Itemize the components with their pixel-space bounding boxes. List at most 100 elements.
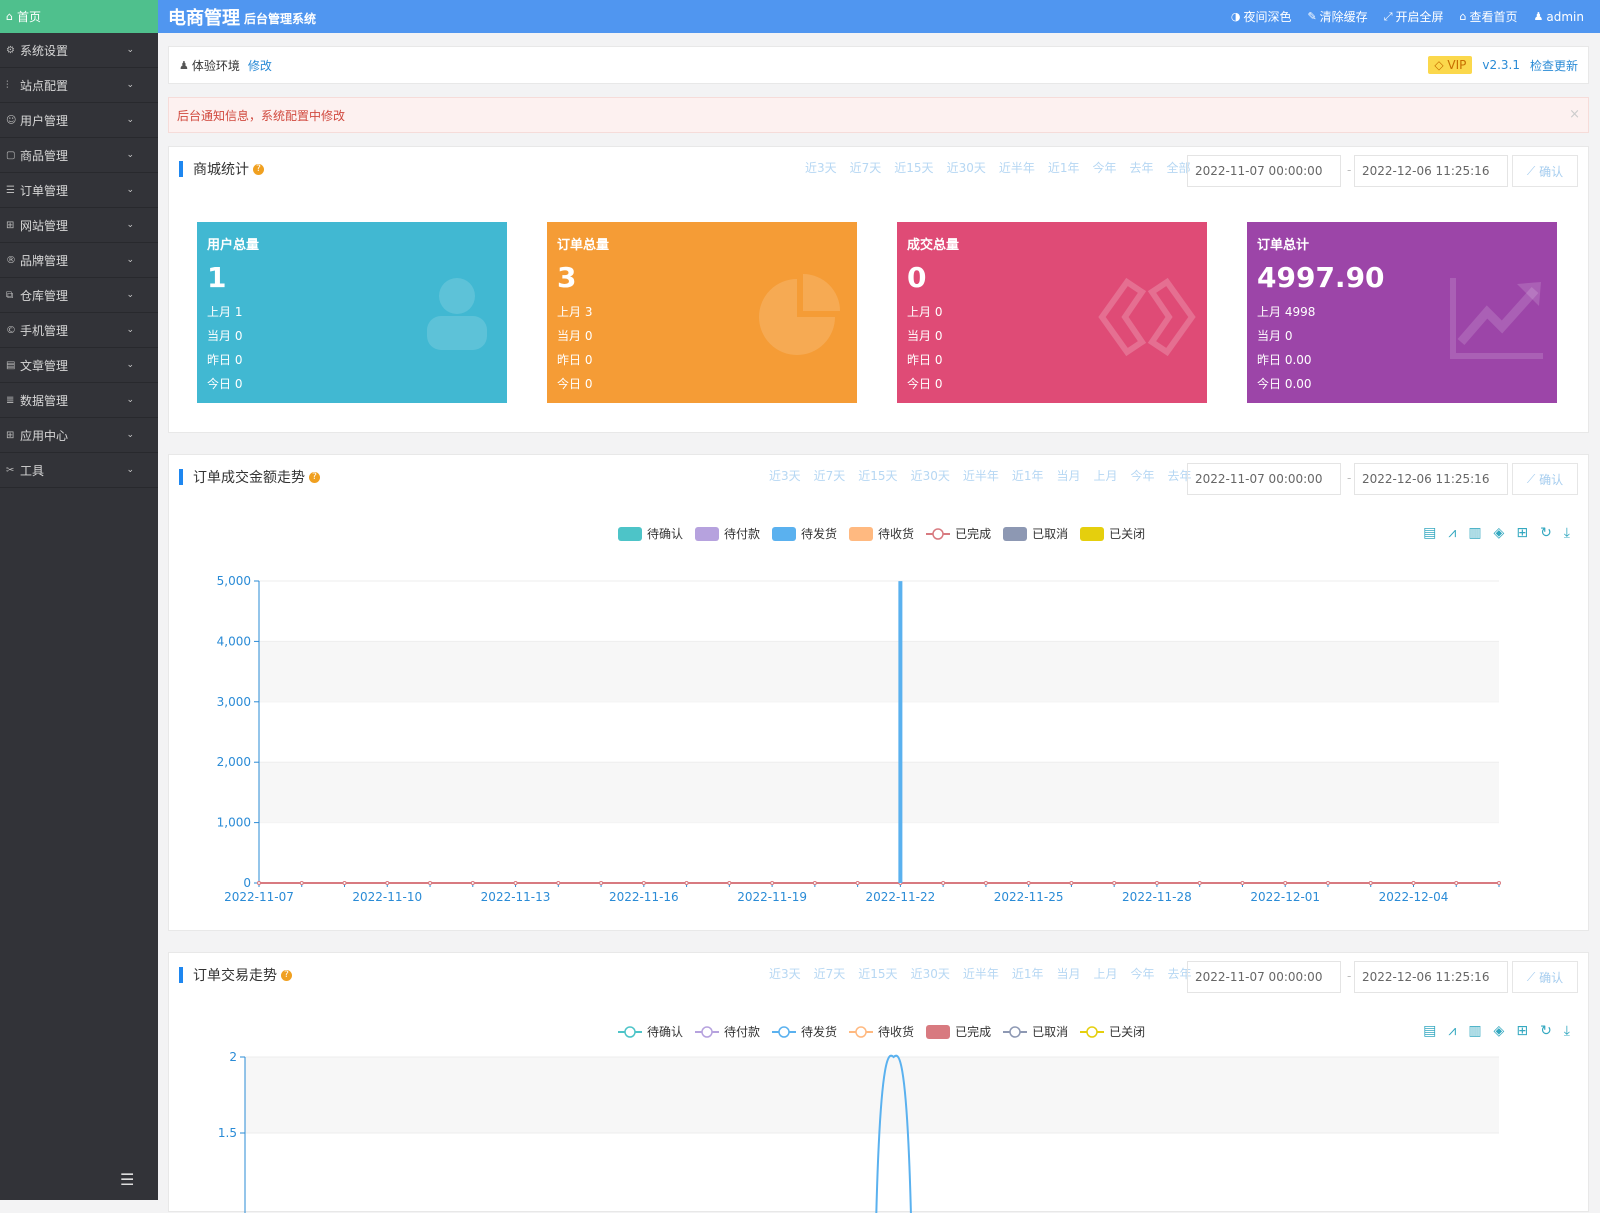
range-tab[interactable]: 近3天 bbox=[769, 469, 801, 483]
legend-item[interactable]: 待发货 bbox=[772, 525, 837, 542]
close-icon[interactable]: × bbox=[1569, 107, 1580, 122]
stack-icon[interactable]: ◈ bbox=[1493, 525, 1505, 541]
line-switch-icon[interactable]: ⩘ bbox=[1448, 1023, 1457, 1039]
start-date-input[interactable]: 2022-11-07 00:00:00 bbox=[1187, 961, 1341, 993]
sidebar-item-8[interactable]: © 手机管理 ⌄ bbox=[0, 313, 158, 348]
header-nav-item-4[interactable]: ♟ admin bbox=[1534, 10, 1584, 24]
range-tab[interactable]: 近3天 bbox=[805, 161, 837, 175]
tiled-icon[interactable]: ⊞ bbox=[1516, 525, 1529, 541]
legend-item[interactable]: 已关闭 bbox=[1080, 1023, 1145, 1040]
range-tab[interactable]: 近1年 bbox=[1047, 161, 1080, 175]
chart2-toolbox: ▤ ⩘ ▥ ◈ ⊞ ↻ ⤓ bbox=[1423, 1023, 1570, 1039]
range-tab[interactable]: 当月 bbox=[1056, 967, 1081, 981]
restore-icon[interactable]: ↻ bbox=[1540, 525, 1552, 541]
sidebar-item-6[interactable]: ® 品牌管理 ⌄ bbox=[0, 243, 158, 278]
range-tab[interactable]: 近15天 bbox=[858, 967, 898, 981]
range-tab[interactable]: 上月 bbox=[1093, 967, 1118, 981]
range-tab[interactable]: 去年 bbox=[1167, 967, 1192, 981]
sidebar-item-10[interactable]: ≣ 数据管理 ⌄ bbox=[0, 383, 158, 418]
sidebar-item-label: 订单管理 bbox=[20, 183, 69, 198]
data-view-icon[interactable]: ▤ bbox=[1423, 525, 1437, 541]
header-nav-item-2[interactable]: ⤢ 开启全屏 bbox=[1384, 8, 1444, 25]
range-tab[interactable]: 近30天 bbox=[910, 469, 950, 483]
version-link[interactable]: v2.3.1 bbox=[1482, 58, 1520, 72]
range-tab[interactable]: 近1年 bbox=[1011, 469, 1044, 483]
legend-item[interactable]: 已完成 bbox=[926, 525, 991, 542]
bar-switch-icon[interactable]: ▥ bbox=[1468, 525, 1482, 541]
range-tab[interactable]: 全部 bbox=[1166, 161, 1191, 175]
range-tab[interactable]: 近半年 bbox=[962, 967, 999, 981]
range-tab[interactable]: 近30天 bbox=[946, 161, 986, 175]
sidebar-item-7[interactable]: ⧉ 仓库管理 ⌄ bbox=[0, 278, 158, 313]
range-tab[interactable]: 去年 bbox=[1129, 161, 1154, 175]
sidebar-item-0[interactable]: ⚙ 系统设置 ⌄ bbox=[0, 33, 158, 68]
range-tab[interactable]: 近15天 bbox=[894, 161, 934, 175]
sidebar-item-3[interactable]: ▢ 商品管理 ⌄ bbox=[0, 138, 158, 173]
legend-item[interactable]: 待付款 bbox=[695, 525, 760, 542]
legend-item[interactable]: 已完成 bbox=[926, 1023, 991, 1040]
date-separator: - bbox=[1347, 163, 1352, 177]
restore-icon[interactable]: ↻ bbox=[1540, 1023, 1552, 1039]
legend-item[interactable]: 待确认 bbox=[618, 1023, 683, 1040]
legend-item[interactable]: 待付款 bbox=[695, 1023, 760, 1040]
sidebar-item-1[interactable]: ⫶ 站点配置 ⌄ bbox=[0, 68, 158, 103]
range-tab[interactable]: 近7天 bbox=[849, 161, 882, 175]
check-update-link[interactable]: 检查更新 bbox=[1529, 58, 1578, 73]
legend-item[interactable]: 待发货 bbox=[772, 1023, 837, 1040]
question-icon[interactable]: ? bbox=[309, 471, 320, 483]
legend-item[interactable]: 待收货 bbox=[849, 525, 914, 542]
end-date-input[interactable]: 2022-12-06 11:25:16 bbox=[1354, 961, 1508, 993]
range-tab[interactable]: 近半年 bbox=[998, 161, 1035, 175]
download-icon[interactable]: ⤓ bbox=[1563, 525, 1570, 541]
sidebar-item-5[interactable]: ⊞ 网站管理 ⌄ bbox=[0, 208, 158, 243]
legend-item[interactable]: 待收货 bbox=[849, 1023, 914, 1040]
start-date-input[interactable]: 2022-11-07 00:00:00 bbox=[1187, 463, 1341, 495]
question-icon[interactable]: ? bbox=[281, 969, 292, 981]
sidebar-item-4[interactable]: ☰ 订单管理 ⌄ bbox=[0, 173, 158, 208]
range-tab[interactable]: 近7天 bbox=[813, 469, 846, 483]
start-date-input[interactable]: 2022-11-07 00:00:00 bbox=[1187, 155, 1341, 187]
range-tab[interactable]: 今年 bbox=[1092, 161, 1117, 175]
download-icon[interactable]: ⤓ bbox=[1563, 1023, 1570, 1039]
confirm-button[interactable]: ⟋ 确认 bbox=[1512, 463, 1578, 495]
y-tick-label: 5,000 bbox=[217, 574, 251, 588]
range-tab[interactable]: 近1年 bbox=[1011, 967, 1044, 981]
sidebar-item-home[interactable]: ⌂ 首页 bbox=[0, 0, 158, 33]
range-tab[interactable]: 上月 bbox=[1093, 469, 1118, 483]
legend-item[interactable]: 已取消 bbox=[1003, 525, 1068, 542]
header-nav-item-0[interactable]: ◑ 夜间深色 bbox=[1231, 8, 1292, 25]
tiled-icon[interactable]: ⊞ bbox=[1516, 1023, 1529, 1039]
confirm-button[interactable]: ⟋ 确认 bbox=[1512, 961, 1578, 993]
collapse-menu-icon[interactable]: ☰ bbox=[120, 1170, 135, 1189]
range-tab[interactable]: 近30天 bbox=[910, 967, 950, 981]
sidebar-item-2[interactable]: ☺ 用户管理 ⌄ bbox=[0, 103, 158, 138]
range-tab[interactable]: 近半年 bbox=[962, 469, 999, 483]
env-edit-link[interactable]: 修改 bbox=[247, 58, 272, 73]
brand-subtitle: 后台管理系统 bbox=[244, 12, 317, 26]
legend-item[interactable]: 已关闭 bbox=[1080, 525, 1145, 542]
sidebar-item-11[interactable]: ⊞ 应用中心 ⌄ bbox=[0, 418, 158, 453]
range-tab[interactable]: 今年 bbox=[1130, 469, 1155, 483]
end-date-input[interactable]: 2022-12-06 11:25:16 bbox=[1354, 463, 1508, 495]
stack-icon[interactable]: ◈ bbox=[1493, 1023, 1505, 1039]
range-tab[interactable]: 近3天 bbox=[769, 967, 801, 981]
bar-switch-icon[interactable]: ▥ bbox=[1468, 1023, 1482, 1039]
range-tab[interactable]: 当月 bbox=[1056, 469, 1081, 483]
confirm-button[interactable]: ⟋ 确认 bbox=[1512, 155, 1578, 187]
question-icon[interactable]: ? bbox=[253, 163, 264, 175]
line-switch-icon[interactable]: ⩘ bbox=[1448, 525, 1457, 541]
range-tab[interactable]: 近15天 bbox=[858, 469, 898, 483]
legend-item[interactable]: 已取消 bbox=[1003, 1023, 1068, 1040]
range-tab[interactable]: 去年 bbox=[1167, 469, 1192, 483]
sidebar-item-9[interactable]: ▤ 文章管理 ⌄ bbox=[0, 348, 158, 383]
header-nav-item-1[interactable]: ✎ 清除缓存 bbox=[1307, 8, 1367, 25]
range-tab[interactable]: 今年 bbox=[1130, 967, 1155, 981]
end-date-input[interactable]: 2022-12-06 11:25:16 bbox=[1354, 155, 1508, 187]
bar[interactable] bbox=[898, 581, 903, 883]
sidebar-item-12[interactable]: ✂ 工具 ⌄ bbox=[0, 453, 158, 488]
legend-item[interactable]: 待确认 bbox=[618, 525, 683, 542]
range-tab[interactable]: 近7天 bbox=[813, 967, 846, 981]
data-view-icon[interactable]: ▤ bbox=[1423, 1023, 1437, 1039]
header-nav-item-3[interactable]: ⌂ 查看首页 bbox=[1460, 8, 1518, 25]
vip-badge[interactable]: ◇ VIP bbox=[1428, 56, 1473, 74]
